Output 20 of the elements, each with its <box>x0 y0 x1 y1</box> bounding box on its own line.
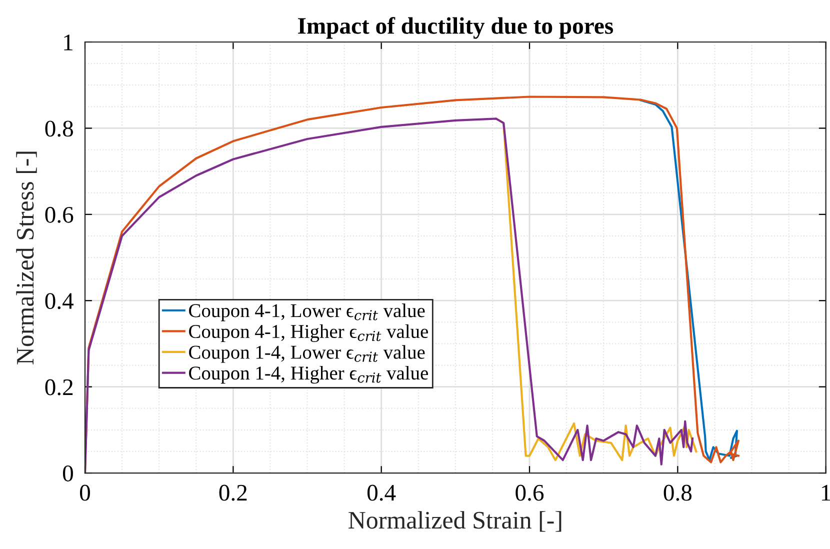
x-tick-label: 1 <box>822 484 830 501</box>
legend-label: Coupon 4-1, Lower ϵ$_{crit}$ value <box>189 304 425 322</box>
chart-title: Impact of ductility due to pores <box>298 17 614 39</box>
y-tick-label: 0 <box>62 466 73 482</box>
x-tick-label: 0.4 <box>367 484 396 501</box>
y-tick-label: 0.8 <box>45 120 73 137</box>
y-tick-label: 0.2 <box>45 379 73 396</box>
legend-label: Coupon 1-4, Lower ϵ$_{crit}$ value <box>189 345 425 363</box>
x-tick-label: 0.2 <box>219 484 247 501</box>
line-series <box>640 99 738 462</box>
y-tick-label: 0.4 <box>45 293 74 310</box>
y-axis-title: Normalized Stress [-] <box>16 152 37 364</box>
y-tick-label: 1 <box>64 34 72 50</box>
x-tick-label: 0.6 <box>516 484 544 501</box>
x-tick-label: 0 <box>80 484 90 501</box>
y-tick-label: 0.6 <box>45 206 74 223</box>
x-axis-title: Normalized Strain [-] <box>348 511 562 532</box>
x-tick-label: 0.8 <box>664 484 692 501</box>
legend-label: Coupon 4-1, Higher ϵ$_{crit}$ value <box>189 324 428 342</box>
legend-label: Coupon 1-4, Higher ϵ$_{crit}$ value <box>189 366 428 384</box>
